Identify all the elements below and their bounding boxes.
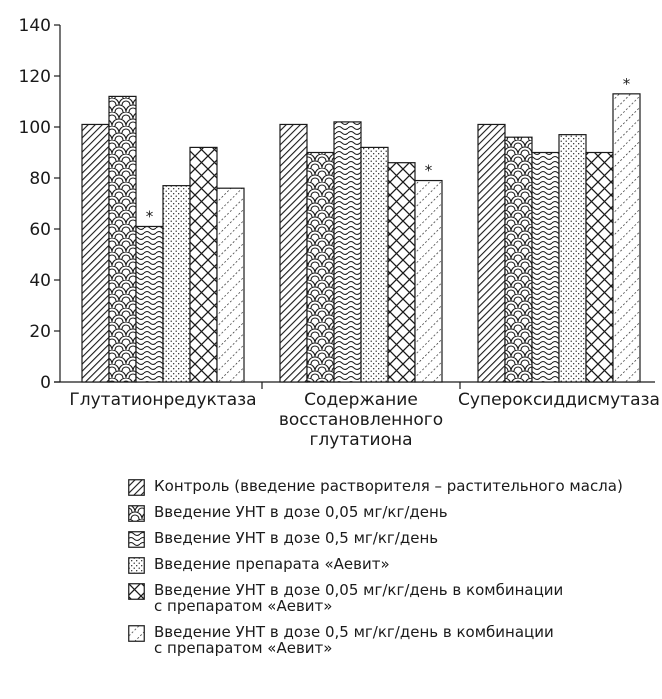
y-tick-label: 120 [19,67,51,87]
bar [360,146,389,383]
x-category-label: Глутатионредуктаза [69,390,256,410]
legend-swatch [128,505,145,522]
legend-label: Введение УНТ в дозе 0,05 мг/кг/день в ко… [154,581,564,615]
legend-swatch [128,625,145,642]
y-tick-label: 0 [40,373,51,393]
bar [504,136,533,383]
bar [333,121,362,383]
bar [162,185,191,383]
significance-asterisk: * [425,162,433,180]
legend-label: Введение УНТ в дозе 0,5 мг/кг/день [154,529,439,547]
y-tick-label: 100 [19,118,51,138]
bar [81,123,110,383]
legend-label: Введение препарата «Аевит» [154,555,390,573]
legend-item: Введение УНТ в дозе 0,05 мг/кг/день в ко… [128,582,658,614]
legend: Контроль (введение растворителя – растит… [128,478,658,666]
bar [585,151,614,383]
bar [558,134,587,383]
bar [189,146,218,383]
bar [477,123,506,383]
y-tick-label: 80 [29,169,51,189]
significance-asterisk: * [623,75,631,93]
bar [531,151,560,383]
legend-item: Введение УНТ в дозе 0,5 мг/кг/день [128,529,658,548]
legend-item: Введение УНТ в дозе 0,05 мг/кг/день [128,503,658,522]
y-tick-label: 140 [19,16,51,36]
bar-chart: 0 20 40 60 80 100 120 140 * Глутатионредуктаза * Со… [19,16,660,450]
x-category-label: Содержание восстановленного глутатиона [279,390,443,450]
bar [414,179,443,383]
legend-label: Контроль (введение растворителя – растит… [154,477,623,495]
legend-swatch [128,479,145,496]
legend-label: Введение УНТ в дозе 0,5 мг/кг/день в ком… [154,623,554,657]
x-category-label: Супероксиддисмутаза [458,390,660,410]
bar [279,123,308,383]
legend-label: Введение УНТ в дозе 0,05 мг/кг/день [154,503,448,521]
bar [612,93,641,383]
bar [216,187,245,383]
bar [387,162,416,383]
legend-item: Введение УНТ в дозе 0,5 мг/кг/день в ком… [128,624,658,656]
legend-item: Контроль (введение растворителя – растит… [128,477,658,496]
bar [306,151,335,383]
legend-swatch [128,583,145,600]
y-tick-label: 60 [29,220,51,240]
bar [108,95,137,383]
y-tick-label: 20 [29,322,51,342]
significance-asterisk: * [146,207,154,225]
y-tick-label: 40 [29,271,51,291]
bar [135,225,164,383]
legend-item: Введение препарата «Аевит» [128,555,658,574]
legend-swatch [128,531,145,548]
legend-swatch [128,557,145,574]
